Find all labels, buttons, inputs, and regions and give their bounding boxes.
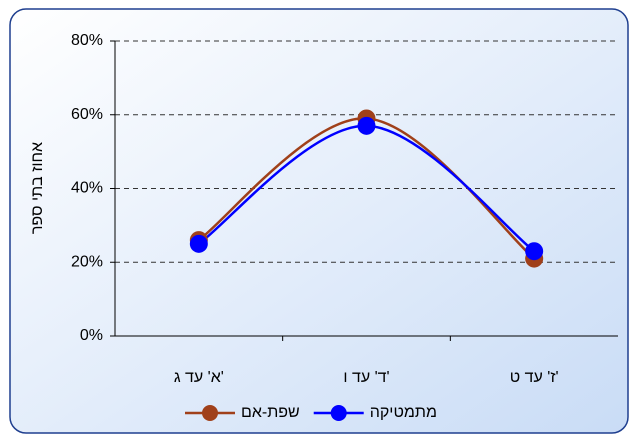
y-tick-label: 20% [71,253,103,270]
point [357,116,376,135]
point [189,234,208,253]
point [525,242,544,261]
y-tick-label: 60% [71,106,103,123]
legend-marker [330,405,347,421]
y-tick-label: 40% [71,180,103,197]
y-axis-label: אחוז בתי ספר [29,142,46,234]
y-tick-label: 0% [80,327,103,344]
x-tick-label: א' עד ג' [174,369,224,386]
y-tick-label: 80% [71,32,103,49]
x-tick-label: ז' עד ט' [510,369,559,386]
legend-label: שפת-אם [241,404,300,421]
legend-label: מתמטיקה [370,404,437,421]
legend-marker [202,405,218,421]
x-tick-label: ד' עד ו' [343,369,389,386]
